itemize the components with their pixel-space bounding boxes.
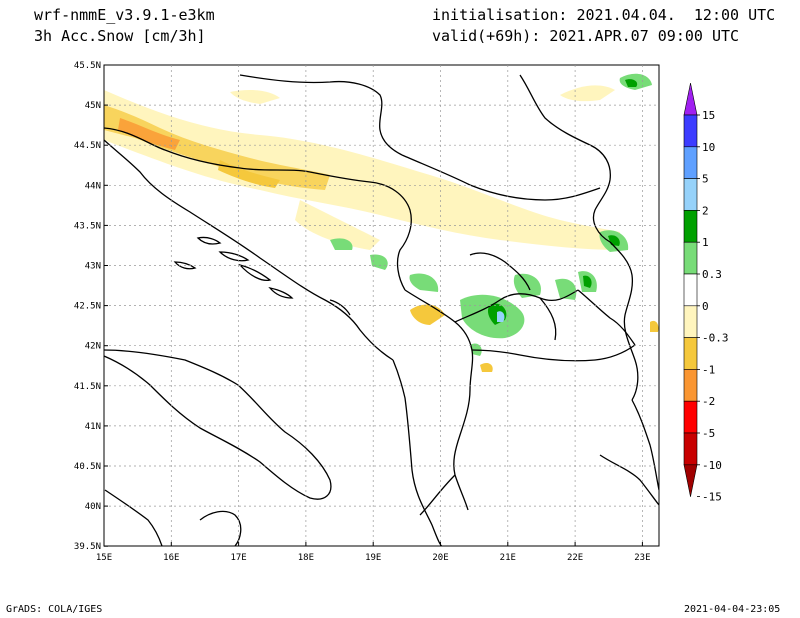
lon-tick-label: 18E: [298, 553, 314, 563]
lat-tick-label: 45.5N: [74, 61, 101, 71]
snow-field: [104, 73, 659, 372]
lat-tick-label: 39.5N: [74, 542, 101, 552]
legend-label: -15: [702, 491, 722, 504]
legend-label: 0.3: [702, 268, 722, 281]
lat-tick-label: 40.5N: [74, 462, 101, 472]
color-legend: 15 10 5 2 1 0.3 0 -0.3 -1 -2 -5 -10 -15: [683, 82, 729, 504]
legend-label: -0.3: [702, 332, 729, 345]
lat-tick-labels: 45.5N 45N 44.5N 44N 43.5N 43N 42.5N 42N 41.5N 41N…: [74, 61, 101, 552]
legend-swatch: [683, 178, 698, 211]
legend-swatch: [683, 114, 698, 148]
lat-tick-label: 43.5N: [74, 221, 101, 231]
legend-swatch: [683, 273, 698, 307]
lon-tick-label: 21E: [500, 553, 516, 563]
model-title: wrf-nmmE_v3.9.1-e3km: [34, 6, 215, 24]
legend-swatch: [683, 146, 698, 179]
footer-timestamp: 2021-04-04-23:05: [684, 604, 781, 615]
lon-tick-label: 19E: [365, 553, 381, 563]
legend-arrow-top: [683, 82, 698, 116]
lat-tick-label: 41N: [85, 422, 101, 432]
legend-label: 5: [702, 173, 709, 186]
legend-label: 0: [702, 300, 709, 313]
legend-label: -10: [702, 459, 722, 472]
lat-tick-label: 40N: [85, 502, 101, 512]
init-time: initialisation: 2021.04.04. 12:00 UTC: [432, 6, 776, 24]
legend-label: 15: [702, 109, 715, 122]
lat-tick-label: 44.5N: [74, 141, 101, 151]
lat-tick-label: 42.5N: [74, 302, 101, 312]
lon-tick-label: 22E: [567, 553, 583, 563]
graticule: [103, 64, 659, 547]
legend-swatch: [683, 305, 698, 338]
legend-label: 10: [702, 141, 715, 154]
legend-label: -5: [702, 427, 715, 440]
legend-label: 2: [702, 204, 709, 217]
lat-tick-label: 44N: [85, 181, 101, 191]
lon-tick-label: 23E: [634, 553, 650, 563]
legend-label: -2: [702, 395, 715, 408]
legend-label: 1: [702, 236, 709, 249]
lat-tick-label: 45N: [85, 101, 101, 111]
legend-swatch: [683, 210, 698, 243]
coastlines: [104, 74, 659, 546]
legend-swatch: [683, 337, 698, 370]
legend-label: -1: [702, 363, 715, 376]
lon-tick-labels: 15E 16E 17E 18E 19E 20E 21E 22E 23E: [96, 553, 651, 563]
lat-tick-label: 41.5N: [74, 382, 101, 392]
lat-tick-label: 43N: [85, 262, 101, 272]
lon-tick-label: 20E: [432, 553, 448, 563]
legend-swatch: [683, 369, 698, 402]
lon-tick-label: 15E: [96, 553, 112, 563]
lat-tick-label: 42N: [85, 342, 101, 352]
legend-swatch: [683, 432, 698, 466]
valid-time: valid(+69h): 2021.APR.07 09:00 UTC: [432, 27, 740, 45]
lon-tick-label: 17E: [230, 553, 246, 563]
legend-swatch: [683, 400, 698, 434]
legend-swatch: [683, 241, 698, 275]
lon-tick-label: 16E: [163, 553, 179, 563]
field-title: 3h Acc.Snow [cm/3h]: [34, 27, 206, 45]
footer-credit: GrADS: COLA/IGES: [6, 604, 103, 615]
legend-arrow-bottom: [683, 464, 698, 497]
